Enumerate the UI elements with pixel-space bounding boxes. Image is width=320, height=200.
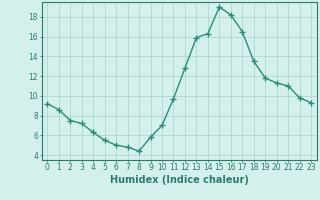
X-axis label: Humidex (Indice chaleur): Humidex (Indice chaleur) [110,175,249,185]
